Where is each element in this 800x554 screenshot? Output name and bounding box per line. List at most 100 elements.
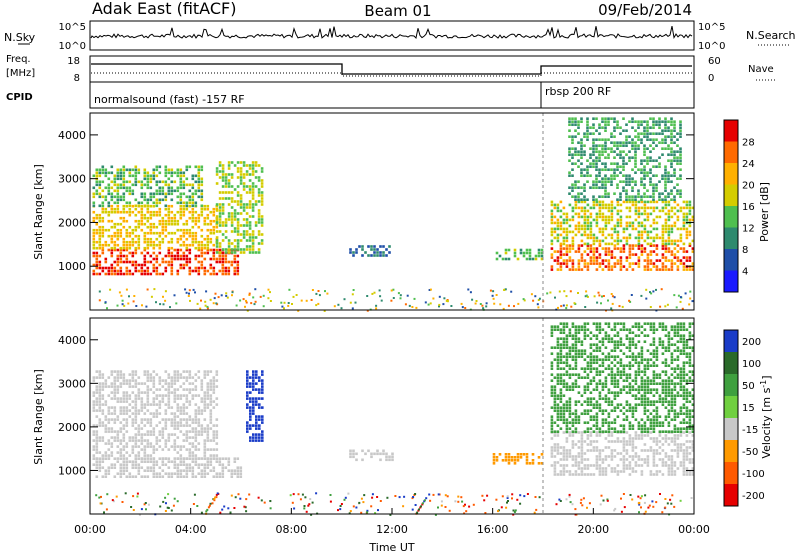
heatmap-cell (179, 373, 183, 376)
heatmap-cell (227, 239, 231, 242)
heatmap-cell (601, 364, 605, 367)
heatmap-cell (143, 234, 147, 238)
heatmap-cell (95, 189, 99, 193)
heatmap-cell (260, 191, 264, 194)
heatmap-cell (595, 370, 599, 373)
heatmap-cell (640, 355, 644, 358)
heatmap-cell (149, 376, 153, 379)
heatmap-cell (95, 222, 99, 226)
heatmap-cell (559, 394, 563, 397)
heatmap-cell (110, 210, 114, 214)
heatmap-cell (212, 424, 216, 427)
heatmap-cell (140, 192, 144, 196)
heatmap-cell (622, 174, 625, 177)
heatmap-cell (574, 355, 578, 358)
heatmap-cell (131, 189, 135, 193)
heatmap-cell (616, 334, 620, 337)
heatmap-cell (101, 248, 105, 252)
heatmap-cell (643, 391, 647, 394)
heatmap-cell (562, 206, 566, 210)
heatmap-cell (565, 307, 568, 310)
heatmap-cell (185, 219, 189, 223)
heatmap-cell (688, 242, 692, 246)
heatmap-cell (559, 470, 563, 473)
heatmap-cell (149, 174, 153, 178)
heatmap-cell (685, 446, 689, 449)
heatmap-cell (610, 328, 614, 331)
nsky-tick-top: 10^5 (59, 22, 86, 33)
heatmap-cell (110, 397, 114, 400)
heatmap-cell (206, 406, 210, 409)
heatmap-cell (637, 192, 640, 195)
heatmap-cell (194, 204, 198, 208)
heatmap-cell (586, 355, 590, 358)
heatmap-cell (640, 159, 643, 162)
heatmap-cell (595, 355, 599, 358)
heatmap-cell (562, 328, 566, 331)
heatmap-cell (260, 179, 264, 182)
heatmap-cell (250, 302, 253, 305)
heatmap-cell (137, 445, 141, 448)
heatmap-cell (637, 328, 641, 331)
heatmap-cell (176, 237, 180, 241)
heatmap-cell (200, 210, 204, 214)
heatmap-cell (143, 237, 147, 241)
heatmap-cell (209, 454, 213, 457)
heatmap-cell (432, 297, 435, 300)
heatmap-cell (584, 295, 587, 298)
heatmap-cell (616, 343, 620, 346)
heatmap-cell (224, 248, 228, 251)
heatmap-cell (95, 385, 99, 388)
heatmap-cell (562, 304, 565, 307)
heatmap-cell (230, 251, 234, 254)
heatmap-cell (568, 412, 572, 415)
heatmap-cell (122, 254, 126, 258)
heatmap-cell (607, 397, 611, 400)
heatmap-cell (679, 195, 682, 198)
heatmap-cell (691, 250, 695, 253)
heatmap-cell (565, 346, 569, 349)
heatmap-cell (604, 242, 608, 246)
heatmap-cell (161, 475, 165, 478)
heatmap-cell (149, 379, 153, 382)
heatmap-cell (685, 200, 689, 204)
heatmap-cell (592, 440, 596, 443)
heatmap-cell (113, 466, 117, 469)
heatmap-cell (586, 165, 589, 168)
heatmap-cell (209, 439, 213, 442)
heatmap-cell (598, 427, 602, 430)
heatmap-cell (661, 328, 665, 331)
heatmap-cell (158, 165, 162, 169)
heatmap-cell (622, 328, 626, 331)
heatmap-cell (146, 260, 150, 264)
heatmap-cell (143, 192, 147, 196)
heatmap-cell (637, 364, 641, 367)
heatmap-cell (649, 183, 652, 186)
heatmap-cell (176, 370, 180, 373)
heatmap-cell (580, 325, 584, 328)
heatmap-cell (601, 186, 604, 189)
heatmap-cell (215, 215, 219, 218)
heatmap-cell (110, 418, 114, 421)
heatmap-cell (574, 129, 577, 132)
heatmap-cell (655, 186, 658, 189)
heatmap-cell (194, 216, 198, 220)
heatmap-cell (206, 305, 209, 308)
heatmap-cell (119, 454, 123, 457)
heatmap-cell (260, 167, 264, 170)
heatmap-cell (580, 150, 583, 153)
heatmap-cell (227, 191, 231, 194)
heatmap-cell (583, 464, 587, 467)
heatmap-cell (224, 260, 228, 264)
heatmap-cell (233, 188, 237, 191)
heatmap-cell (646, 409, 650, 412)
heatmap-cell (628, 376, 632, 379)
heatmap-cell (586, 224, 590, 228)
heatmap-cell (443, 297, 446, 300)
heatmap-cell (556, 364, 560, 367)
heatmap-cell (215, 373, 219, 376)
heatmap-cell (598, 265, 602, 268)
heatmap-cell (516, 257, 520, 261)
heatmap-cell (619, 192, 622, 195)
heatmap-cell (255, 376, 258, 379)
